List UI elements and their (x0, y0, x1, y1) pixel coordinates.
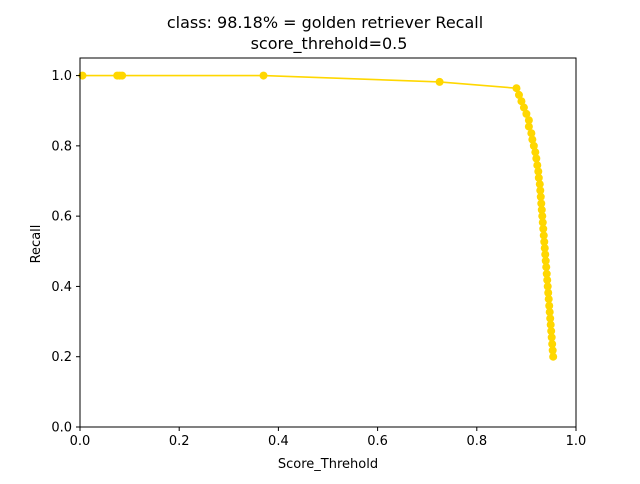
x-tick-label: 0.4 (268, 434, 289, 449)
data-point (529, 141, 538, 150)
y-tick-label: 0.0 (51, 421, 72, 436)
data-point (541, 250, 550, 259)
data-point (537, 199, 546, 208)
data-point (547, 333, 556, 342)
data-point (536, 192, 545, 201)
data-point (545, 301, 554, 310)
data-point (546, 314, 555, 323)
x-tick-label: 1.0 (566, 434, 587, 449)
data-point (536, 186, 545, 195)
data-point (549, 352, 558, 361)
data-point (259, 71, 268, 80)
data-point (541, 256, 550, 265)
data-point (534, 167, 543, 176)
data-point (522, 109, 531, 118)
x-tick-label: 0.6 (367, 434, 388, 449)
data-point (540, 244, 549, 253)
data-point (548, 346, 557, 355)
data-point (118, 71, 127, 80)
data-point (540, 237, 549, 246)
data-point (532, 154, 541, 163)
data-point (547, 327, 556, 336)
data-point (527, 129, 536, 138)
y-tick-label: 0.6 (51, 210, 72, 225)
data-point (531, 148, 540, 157)
data-point (524, 122, 533, 131)
data-point (544, 295, 553, 304)
data-point (517, 97, 526, 106)
plot-background (80, 58, 576, 427)
y-tick-label: 0.8 (51, 139, 72, 154)
plot-area (78, 57, 577, 428)
data-point (542, 263, 551, 272)
data-point (435, 77, 444, 86)
data-point (533, 161, 542, 170)
chart-title-line2: score_threhold=0.5 (251, 34, 408, 54)
y-tick-label: 0.4 (51, 280, 72, 295)
data-point (538, 212, 547, 221)
data-point (546, 320, 555, 329)
data-point (545, 308, 554, 317)
data-point (539, 231, 548, 240)
y-axis-label: Recall (29, 225, 44, 264)
x-tick-label: 0.0 (70, 434, 91, 449)
x-axis-label: Score_Threhold (278, 457, 378, 472)
data-point (544, 288, 553, 297)
data-point (528, 135, 537, 144)
data-point (524, 116, 533, 125)
data-point (542, 269, 551, 278)
data-point (538, 218, 547, 227)
y-tick-label: 1.0 (51, 69, 72, 84)
axis-ticks: 0.0 0.2 0.4 0.6 0.8 1.0 0.0 0.2 0.4 0.6 0.8 1.0 (51, 69, 586, 449)
data-point (543, 282, 552, 291)
data-point (512, 84, 521, 93)
data-point (543, 276, 552, 285)
x-tick-label: 0.8 (466, 434, 487, 449)
data-point (539, 224, 548, 233)
data-point (519, 103, 528, 112)
data-point (548, 340, 557, 349)
chart-title-line1: class: 98.18% = golden retriever Recall (167, 13, 483, 32)
plot-frame (79, 57, 577, 428)
data-point (514, 90, 523, 99)
data-point (535, 180, 544, 189)
data-point (537, 205, 546, 214)
y-tick-label: 0.2 (51, 350, 72, 365)
x-tick-label: 0.2 (169, 434, 190, 449)
data-point (534, 173, 543, 182)
